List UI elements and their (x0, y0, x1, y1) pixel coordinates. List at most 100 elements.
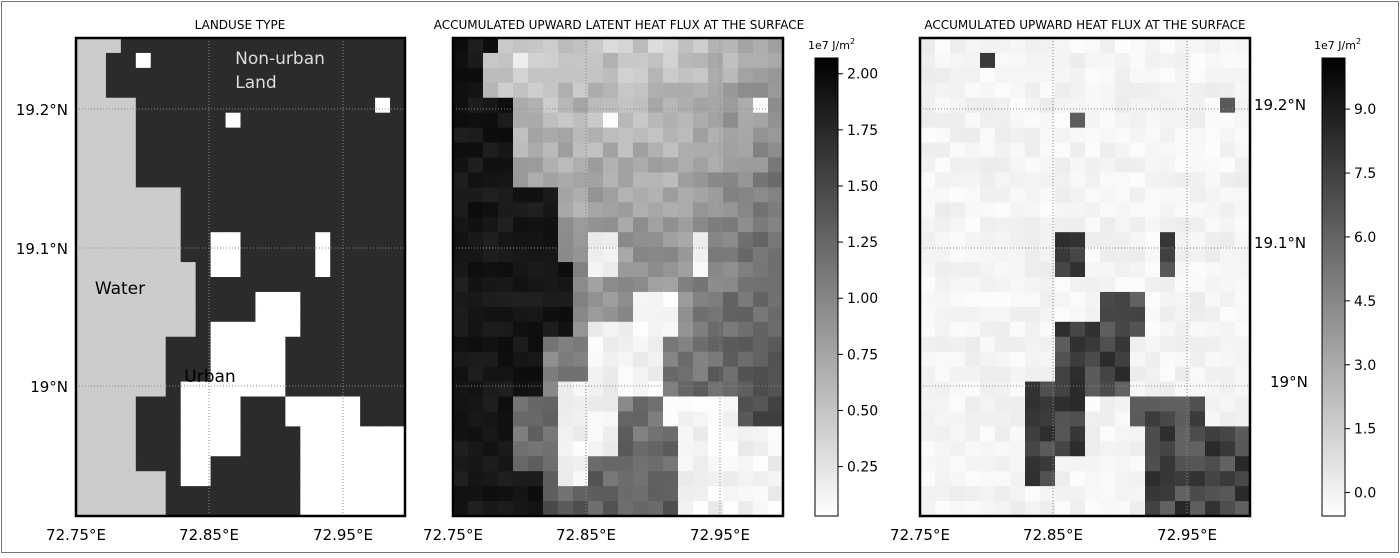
latent-cell (693, 38, 709, 54)
landuse-cell (240, 396, 257, 413)
heat-cell (1100, 471, 1116, 487)
heat-cell (1220, 38, 1236, 54)
heat-cell (1145, 217, 1161, 233)
heat-cell (1085, 396, 1101, 413)
landuse-cell (135, 456, 152, 472)
heat-cell (935, 441, 951, 457)
heat-cell (1025, 471, 1041, 487)
latent-cell (483, 441, 499, 457)
latent-cell (753, 112, 769, 129)
heat-cell (950, 366, 966, 383)
latent-cell (693, 366, 709, 383)
latent-cell (453, 262, 469, 278)
landuse-cell (180, 366, 197, 383)
heat-cell (1190, 396, 1206, 413)
colorbar-tick-label: 1.00 (847, 291, 878, 307)
latent-cell (528, 501, 544, 517)
latent-cell (663, 97, 679, 114)
latent-cell (693, 202, 709, 218)
latent-cell (723, 172, 739, 188)
landuse-cell (345, 291, 361, 308)
landuse-cell (180, 501, 197, 517)
heat-cell (1085, 217, 1101, 233)
latent-cell (633, 262, 649, 278)
landuse-cell (360, 396, 376, 413)
landuse-cell (90, 381, 107, 398)
latent-cell (573, 471, 589, 487)
colorbar-tick-label: 1.50 (847, 179, 878, 195)
heat-cell (935, 456, 951, 472)
latent-cell (468, 262, 484, 278)
landuse-cell (195, 411, 212, 427)
landuse-cell (285, 411, 301, 427)
latent-cell (603, 396, 619, 413)
latent-cell (528, 202, 544, 218)
heat-cell (1085, 202, 1101, 218)
heat-cell (1175, 247, 1191, 263)
landuse-cell (390, 67, 406, 84)
heat-cell (1070, 486, 1086, 502)
latent-cell (693, 291, 709, 308)
heat-cell (995, 306, 1011, 323)
heat-cell (1190, 172, 1206, 188)
landuse-cell (105, 142, 122, 159)
latent-cell (738, 202, 754, 218)
landuse-cell (150, 142, 167, 159)
latent-cell (558, 396, 574, 413)
latent-cell (468, 142, 484, 159)
latent-cell (573, 411, 589, 427)
landuse-cell (240, 127, 257, 144)
heat-cell (1130, 471, 1146, 487)
landuse-cell (255, 82, 271, 99)
heat-cell (980, 381, 996, 398)
heat-cell (980, 396, 996, 413)
landuse-cell (165, 187, 182, 203)
landuse-cell (165, 291, 182, 308)
landuse-cell (390, 411, 406, 427)
latent-cell (513, 486, 529, 502)
heat-cell (1205, 306, 1221, 323)
heat-cell (1145, 441, 1161, 457)
landuse-cell (225, 97, 242, 114)
heat-cell (1085, 67, 1101, 84)
latent-cell (708, 172, 724, 188)
latent-cell (648, 52, 664, 69)
heat-cell (1070, 321, 1086, 338)
landuse-cell (300, 142, 316, 159)
landuse-cell (330, 501, 346, 517)
landuse-cell (225, 127, 242, 144)
heat-cell (1100, 366, 1116, 383)
landuse-cell (345, 217, 361, 233)
latent-cell (513, 456, 529, 472)
latent-cell (708, 381, 724, 398)
landuse-cell (315, 441, 331, 457)
landuse-cell (315, 82, 331, 99)
landuse-cell (165, 52, 182, 69)
latent-cell (738, 321, 754, 338)
heat-cell (1055, 366, 1071, 383)
heat-cell (1085, 38, 1101, 54)
colorbar-tick-label: 0.25 (847, 460, 878, 476)
latent-cell (453, 396, 469, 413)
landuse-cell (225, 336, 242, 353)
latent-cell (498, 456, 514, 472)
landuse-cell (255, 97, 271, 114)
landuse-cell (300, 112, 316, 129)
colorbar-unit: 1e7 J/m2 (808, 37, 855, 52)
latent-cell (618, 127, 634, 144)
heat-cell (1040, 501, 1056, 517)
heat-cell (980, 366, 996, 383)
landuse-cell (300, 321, 316, 338)
latent-cell (738, 291, 754, 308)
latent-cell (753, 38, 769, 54)
heat-cell (1100, 291, 1116, 308)
heat-cell (965, 172, 981, 188)
latent-cell (513, 38, 529, 54)
latent-cell (618, 232, 634, 248)
latent-cell (453, 321, 469, 338)
latent-cell (603, 306, 619, 323)
latent-cell (513, 202, 529, 218)
latent-cell (678, 82, 694, 99)
landuse-cell (315, 247, 331, 263)
latent-cell (588, 97, 604, 114)
